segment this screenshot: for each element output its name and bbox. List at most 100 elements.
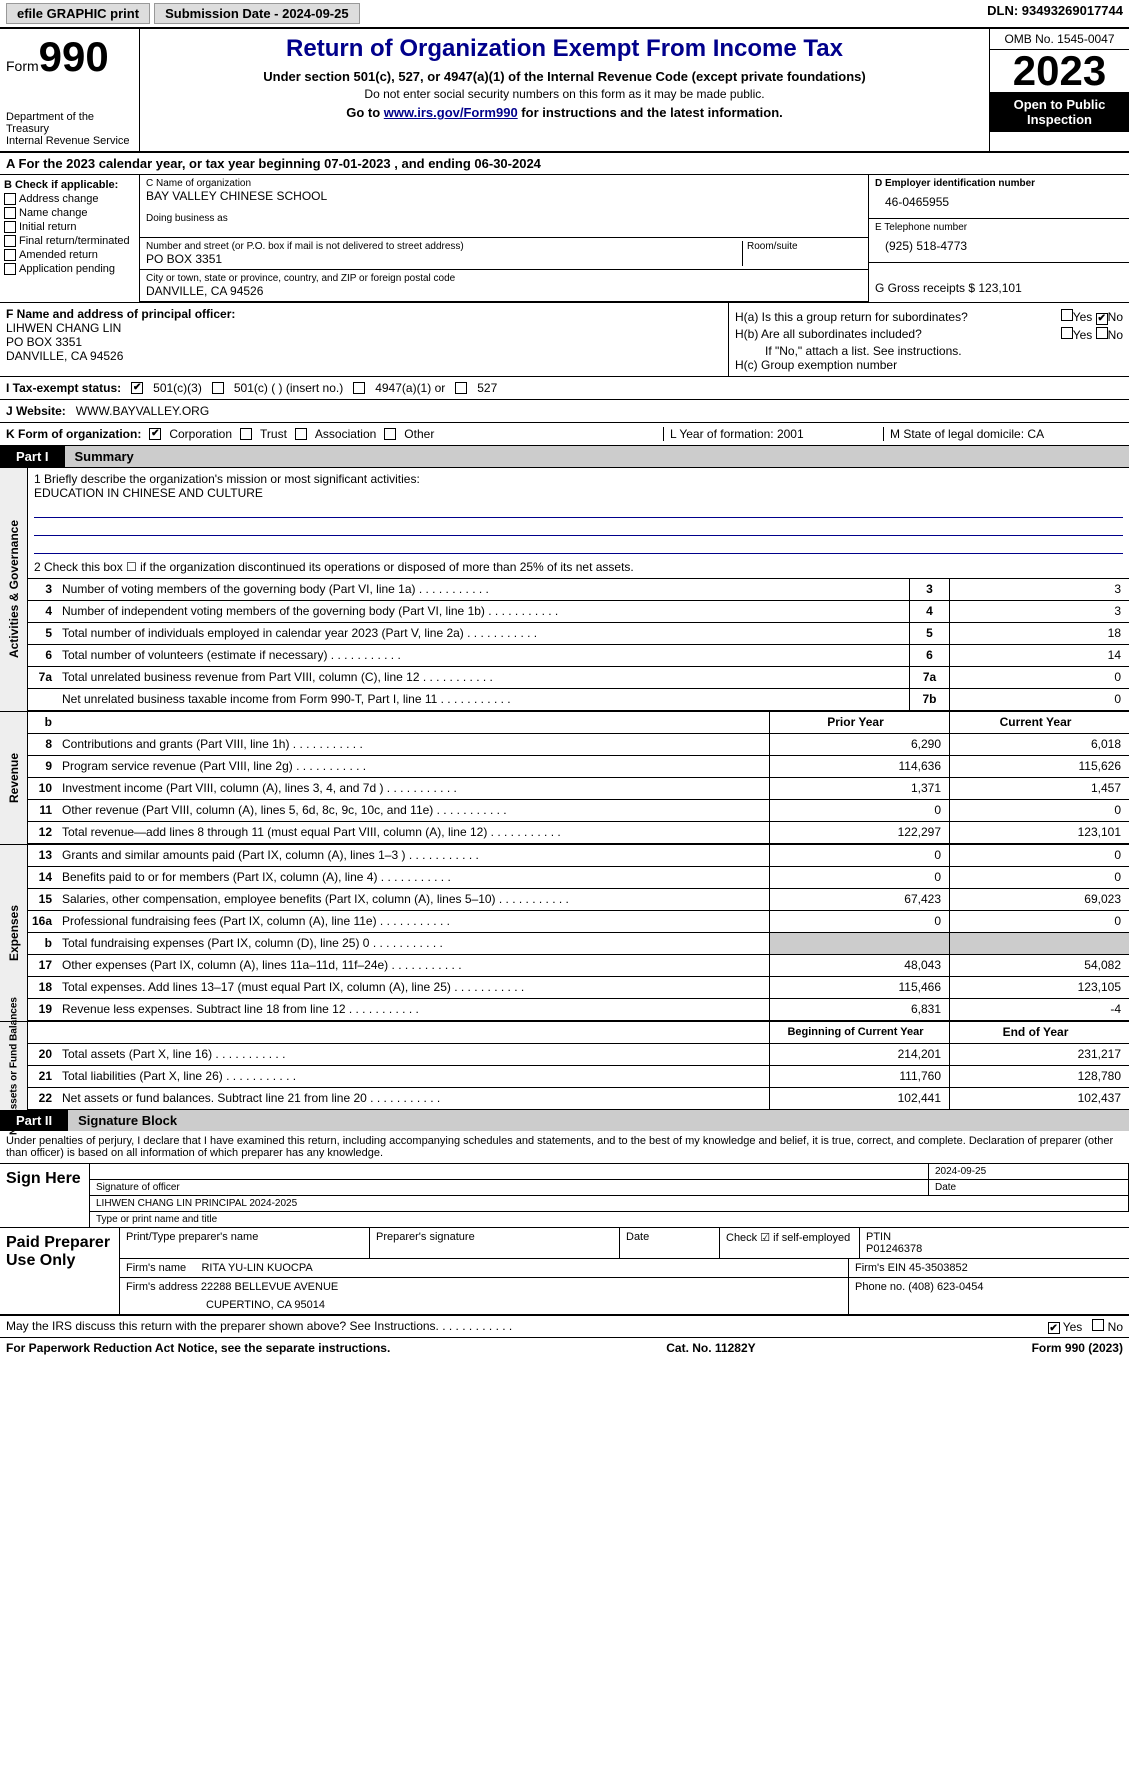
sign-here-label: Sign Here [0, 1164, 90, 1227]
form-number: 990 [39, 33, 109, 80]
discuss-text: May the IRS discuss this return with the… [6, 1319, 512, 1335]
firm-addr-lbl: Firm's address [126, 1281, 198, 1293]
gov-row-3: 3Number of voting members of the governi… [28, 579, 1129, 601]
end-year-hdr: End of Year [949, 1022, 1129, 1043]
chk-other[interactable] [384, 428, 396, 440]
vert-revenue: Revenue [7, 752, 21, 802]
firm-name: RITA YU-LIN KUOCPA [201, 1262, 312, 1274]
officer-name: LIHWEN CHANG LIN [6, 321, 722, 335]
ha-yes[interactable] [1061, 309, 1073, 321]
mission-q: 1 Briefly describe the organization's mi… [34, 472, 1123, 486]
org-row: K Form of organization: Corporation Trus… [0, 423, 1129, 446]
discuss-row: May the IRS discuss this return with the… [0, 1316, 1129, 1339]
ein: 46-0465955 [875, 189, 1123, 215]
hb-yes[interactable] [1061, 327, 1073, 339]
b-label: b [28, 715, 58, 729]
form-header: Form990 Department of the Treasury Inter… [0, 29, 1129, 153]
chk-amended-return[interactable] [4, 249, 16, 261]
submission-btn: Submission Date - 2024-09-25 [154, 3, 360, 24]
chk-501c3[interactable] [131, 382, 143, 394]
discuss-yes[interactable] [1048, 1322, 1060, 1334]
ha-label: H(a) Is this a group return for subordin… [735, 310, 968, 324]
gov-row-4: 4Number of independent voting members of… [28, 601, 1129, 623]
chk-assoc[interactable] [295, 428, 307, 440]
chk-4947[interactable] [353, 382, 365, 394]
netassets-section: Net Assets or Fund Balances Beginning of… [0, 1021, 1129, 1110]
hc-label: H(c) Group exemption number [735, 358, 1123, 372]
officer-addr1: PO BOX 3351 [6, 335, 722, 349]
gov-row-6: 6Total number of volunteers (estimate if… [28, 645, 1129, 667]
main-title: Return of Organization Exempt From Incom… [146, 35, 983, 63]
state-domicile: M State of legal domicile: CA [883, 427, 1123, 441]
firm-ein: Firm's EIN 45-3503852 [849, 1259, 1129, 1277]
col-b-label: B Check if applicable: [4, 179, 135, 191]
preparer-row: Paid Preparer Use Only Print/Type prepar… [0, 1228, 1129, 1316]
street-addr: PO BOX 3351 [146, 252, 742, 266]
efile-btn[interactable]: efile GRAPHIC print [6, 3, 150, 24]
exp-row-18: 18Total expenses. Add lines 13–17 (must … [28, 977, 1129, 999]
part2-title: Signature Block [68, 1110, 1129, 1131]
gov-row-7b: Net unrelated business taxable income fr… [28, 689, 1129, 711]
vert-governance: Activities & Governance [7, 520, 21, 658]
orgform-label: K Form of organization: [6, 427, 141, 441]
gross-receipts: G Gross receipts $ 123,101 [875, 281, 1123, 295]
perjury-text: Under penalties of perjury, I declare th… [0, 1131, 1129, 1164]
ptin-val: P01246378 [866, 1243, 1123, 1255]
firm-phone: Phone no. (408) 623-0454 [849, 1278, 1129, 1314]
part1-header: Part I Summary [0, 446, 1129, 467]
chk-501c[interactable] [212, 382, 224, 394]
footer: For Paperwork Reduction Act Notice, see … [0, 1338, 1129, 1358]
name-label: C Name of organization [146, 178, 862, 189]
goto-line: Go to www.irs.gov/Form990 for instructio… [146, 105, 983, 120]
form-ref: Form 990 (2023) [1032, 1341, 1123, 1355]
discuss-no[interactable] [1092, 1319, 1104, 1331]
revenue-section: Revenue b Prior Year Current Year 8Contr… [0, 711, 1129, 844]
exp-row-14: 14Benefits paid to or for members (Part … [28, 867, 1129, 889]
gov-row-7a: 7aTotal unrelated business revenue from … [28, 667, 1129, 689]
exp-row-15: 15Salaries, other compensation, employee… [28, 889, 1129, 911]
city-state-zip: DANVILLE, CA 94526 [146, 284, 862, 298]
ha-no[interactable] [1096, 313, 1108, 325]
firm-lbl: Firm's name [126, 1262, 186, 1274]
sig-officer-lbl: Signature of officer [90, 1180, 929, 1195]
chk-corp[interactable] [149, 428, 161, 440]
mission-a: EDUCATION IN CHINESE AND CULTURE [34, 486, 1123, 500]
irs: Internal Revenue Service [6, 135, 133, 147]
addr-label: Number and street (or P.O. box if mail i… [146, 241, 742, 252]
dln: DLN: 93493269017744 [987, 3, 1123, 24]
type-lbl: Type or print name and title [90, 1212, 1129, 1227]
part1-title: Summary [65, 446, 1129, 467]
officer-addr2: DANVILLE, CA 94526 [6, 349, 722, 363]
chk-527[interactable] [455, 382, 467, 394]
form990-link[interactable]: www.irs.gov/Form990 [384, 105, 518, 120]
chk-application-pending[interactable] [4, 263, 16, 275]
tax-year: 2023 [990, 50, 1129, 92]
city-label: City or town, state or province, country… [146, 273, 862, 284]
rev-row-9: 9Program service revenue (Part VIII, lin… [28, 756, 1129, 778]
sig-date: 2024-09-25 [929, 1164, 1129, 1179]
ptin-hdr: PTIN [866, 1231, 1123, 1243]
form-prefix: Form [6, 58, 39, 74]
officer-label: F Name and address of principal officer: [6, 307, 722, 321]
exp-row-17: 17Other expenses (Part IX, column (A), l… [28, 955, 1129, 977]
sub-line-1: Under section 501(c), 527, or 4947(a)(1)… [146, 69, 983, 84]
beg-year-hdr: Beginning of Current Year [769, 1022, 949, 1043]
preparer-label: Paid Preparer Use Only [0, 1228, 120, 1314]
chk-address-change[interactable] [4, 193, 16, 205]
date-lbl: Date [929, 1180, 1129, 1195]
exp-row-19: 19Revenue less expenses. Subtract line 1… [28, 999, 1129, 1021]
chk-trust[interactable] [240, 428, 252, 440]
website-row: J Website: WWW.BAYVALLEY.ORG [0, 400, 1129, 423]
hb-label: H(b) Are all subordinates included? [735, 327, 922, 341]
hb-no[interactable] [1096, 327, 1108, 339]
current-year-hdr: Current Year [949, 712, 1129, 733]
chk-name-change[interactable] [4, 207, 16, 219]
rev-row-8: 8Contributions and grants (Part VIII, li… [28, 734, 1129, 756]
chk-initial-return[interactable] [4, 221, 16, 233]
website-url: WWW.BAYVALLEY.ORG [76, 404, 209, 418]
dept-treasury: Department of the Treasury [6, 111, 133, 135]
governance-section: Activities & Governance 1 Briefly descri… [0, 467, 1129, 711]
firm-addr2: CUPERTINO, CA 95014 [126, 1299, 842, 1311]
chk-final-return-terminated[interactable] [4, 235, 16, 247]
rev-row-11: 11Other revenue (Part VIII, column (A), … [28, 800, 1129, 822]
